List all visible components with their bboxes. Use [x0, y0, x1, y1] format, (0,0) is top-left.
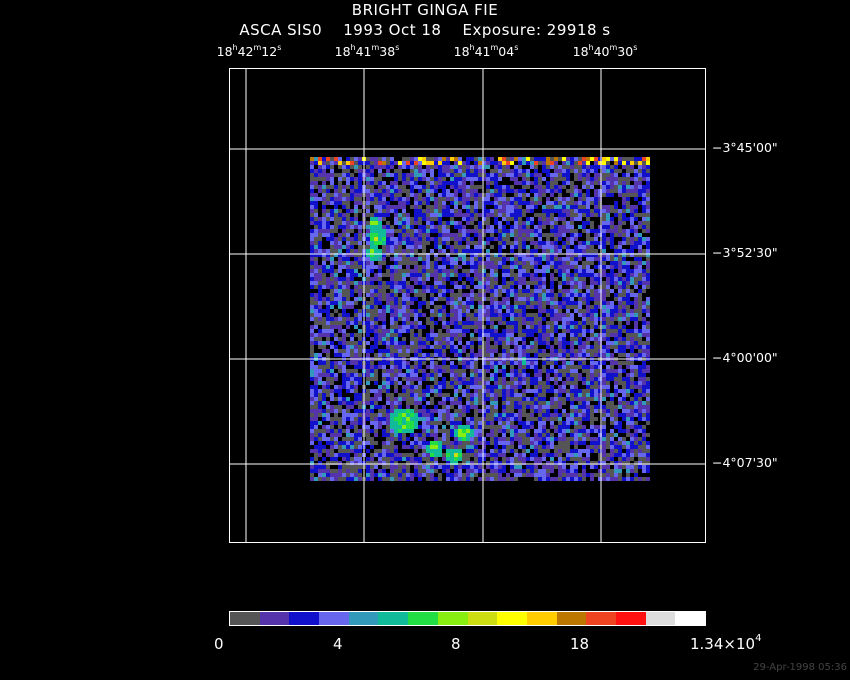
ra-tick-label-2: 18h41m38s — [334, 43, 400, 60]
dec-tick-label-4: −4°07'30" — [712, 455, 778, 470]
dec-tick-label-2: −3°52'30" — [712, 245, 778, 260]
ra-tick-label-4: 18h40m30s — [572, 43, 638, 60]
colorbar-swatch — [645, 612, 676, 625]
colorbar-swatch — [408, 612, 438, 625]
ra-tick-label-3: 18h41m04s — [453, 43, 519, 60]
colorbar-swatch — [526, 612, 557, 625]
figure-title: BRIGHT GINGA FIE — [351, 1, 499, 19]
colorbar-swatch — [289, 612, 320, 625]
figure-subtitle: ASCA SIS0 1993 Oct 18 Exposure: 29918 s — [239, 21, 611, 39]
colorbar-max-label: 1.34×104 — [690, 633, 762, 653]
colorbar-swatch — [230, 612, 260, 625]
colorbar-label-4: 18 — [570, 635, 590, 653]
colorbar-swatch — [348, 612, 379, 625]
colorbar-swatch — [615, 612, 646, 625]
colorbar-swatch — [378, 612, 409, 625]
colorbar-label-1: 0 — [214, 635, 224, 653]
colorbar-swatch — [586, 612, 616, 625]
colorbar-label-3: 8 — [451, 635, 461, 653]
colorbar-swatch — [556, 612, 587, 625]
image-plot-frame — [229, 68, 706, 543]
colorbar-swatch — [497, 612, 527, 625]
dec-tick-label-3: −4°00'00" — [712, 350, 778, 365]
colorbar-label-2: 4 — [333, 635, 343, 653]
coordinate-grid — [230, 69, 705, 542]
timestamp: 29-Apr-1998 05:36 — [753, 662, 847, 673]
colorbar-swatch — [467, 612, 498, 625]
dec-tick-label-1: −3°45'00" — [712, 140, 778, 155]
xray-image-pixels — [310, 157, 650, 481]
xray-image — [230, 69, 705, 542]
colorbar-swatch — [259, 612, 290, 625]
colorbar — [229, 611, 706, 626]
ra-tick-label-1: 18h42m12s — [216, 43, 282, 60]
colorbar-swatch — [319, 612, 349, 625]
colorbar-swatch — [675, 612, 705, 625]
colorbar-swatch — [437, 612, 468, 625]
